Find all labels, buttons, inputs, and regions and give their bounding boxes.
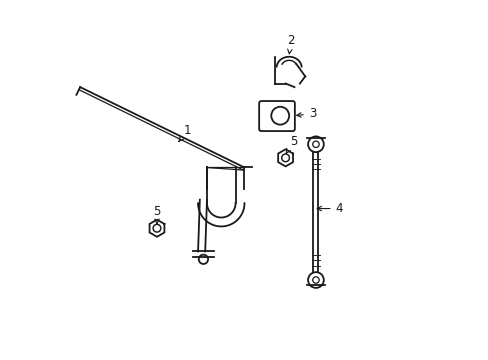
Text: 5: 5	[153, 205, 161, 224]
Text: 2: 2	[286, 34, 294, 54]
Text: 4: 4	[316, 202, 343, 215]
Text: 5: 5	[285, 135, 297, 153]
Text: 1: 1	[179, 124, 191, 141]
Text: 3: 3	[296, 107, 316, 120]
